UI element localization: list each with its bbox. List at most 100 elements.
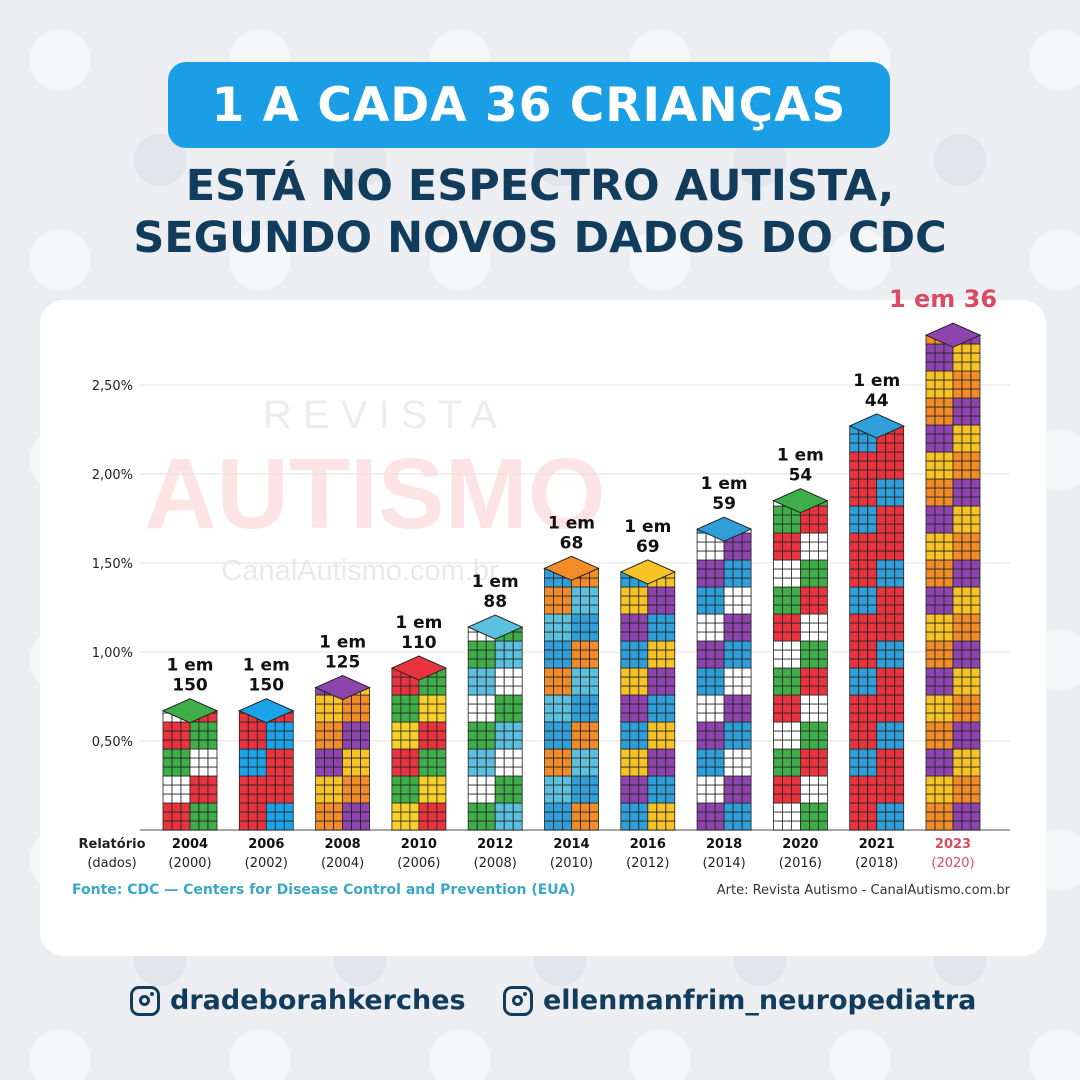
bar-cell <box>562 748 572 759</box>
bar-cell <box>409 784 420 795</box>
bar-cell <box>238 757 249 768</box>
bar <box>848 413 905 831</box>
bar-cell <box>418 766 429 777</box>
bar-cell <box>409 775 420 786</box>
bar-cell <box>970 451 981 462</box>
bar-cell <box>800 775 810 786</box>
bar-cell <box>849 586 860 597</box>
bar-cell <box>809 577 819 588</box>
bar-cell <box>400 694 411 705</box>
bar-cell <box>934 496 945 507</box>
bar-cell <box>198 730 209 741</box>
bar-cell <box>885 739 896 750</box>
bar-cell <box>741 739 752 750</box>
bar-cell <box>867 712 878 723</box>
handle-1[interactable]: dradeborahkerches <box>170 985 466 1016</box>
instagram-icon <box>503 985 533 1016</box>
bar-cell <box>571 631 581 642</box>
bar-cell <box>553 802 563 813</box>
bar-cell <box>885 802 896 813</box>
bar-cell <box>961 577 972 588</box>
bar-cell <box>773 505 783 516</box>
bar-cell <box>943 433 954 444</box>
bar-cell <box>342 721 353 732</box>
bar-cell <box>809 622 819 633</box>
bar-cell <box>952 505 963 516</box>
bar-cell <box>876 505 887 516</box>
bar-cell <box>894 523 905 534</box>
bar-cell <box>970 505 981 516</box>
bar-cell <box>580 793 590 804</box>
bar-cell <box>867 559 878 570</box>
bar-cell <box>544 649 554 660</box>
bar-cell <box>925 631 936 642</box>
bar-cell <box>943 820 954 831</box>
bar-cell <box>876 541 887 552</box>
bar-cell <box>274 766 285 777</box>
bar-cell <box>207 721 218 732</box>
ratio-prefix: 1 em <box>624 517 671 537</box>
bar-cell <box>934 442 945 453</box>
bar-cell <box>858 685 869 696</box>
bar-cell <box>512 802 523 813</box>
bar-cell <box>427 694 438 705</box>
bar-cell <box>256 766 267 777</box>
bar-cell <box>961 559 972 570</box>
bar-cell <box>580 766 590 777</box>
bar-cell <box>961 541 972 552</box>
bar-cell <box>283 784 294 795</box>
bar-cell <box>512 631 523 642</box>
bar-cell <box>773 532 783 543</box>
bar-cell <box>952 631 963 642</box>
bar-cell <box>894 478 905 489</box>
bar-cell <box>696 577 707 588</box>
bar-cell <box>961 586 972 597</box>
bar-cell <box>849 559 860 570</box>
bar-cell <box>512 694 523 705</box>
bar-cell <box>741 676 752 687</box>
bar-cell <box>647 622 658 633</box>
bar-cell <box>467 631 478 642</box>
bar-cell <box>970 433 981 444</box>
bar-cell <box>970 640 981 651</box>
bar-cell <box>809 631 819 642</box>
data-year-label: (2016) <box>779 856 822 871</box>
bar-cell <box>934 568 945 579</box>
bar-cell <box>436 784 447 795</box>
bar-cell <box>494 721 505 732</box>
bar-cell <box>360 712 371 723</box>
bar-cell <box>858 640 869 651</box>
bar-cell <box>961 730 972 741</box>
bar-cell <box>961 469 972 480</box>
bar-cell <box>894 775 905 786</box>
bar-cell <box>391 802 402 813</box>
bar-cell <box>876 514 887 525</box>
footer-handle-1[interactable]: dradeborahkerches <box>130 985 466 1016</box>
bar-cell <box>342 757 353 768</box>
footer-handle-2[interactable]: ellenmanfrim_neuropediatra <box>503 985 976 1016</box>
bar-cell <box>589 694 599 705</box>
handle-2[interactable]: ellenmanfrim_neuropediatra <box>543 985 977 1016</box>
bar-cell <box>782 667 792 678</box>
bar-cell <box>485 739 496 750</box>
bar-cell <box>723 757 734 768</box>
bar-cell <box>943 568 954 579</box>
bar-cell <box>580 820 590 831</box>
bar-cell <box>189 793 200 804</box>
bar-cell <box>665 703 676 714</box>
bar-cell <box>970 694 981 705</box>
bar-cell <box>952 406 963 417</box>
bar-cell <box>315 721 326 732</box>
bar-cell <box>782 820 792 831</box>
bar-cell <box>925 514 936 525</box>
bar-cell <box>656 631 667 642</box>
bar-cell <box>741 694 752 705</box>
ratio-value: 54 <box>789 466 813 486</box>
bar-cell <box>409 811 420 822</box>
bar-cell <box>665 640 676 651</box>
bar-cell <box>571 820 581 831</box>
bar-cell <box>818 802 828 813</box>
bar-cell <box>553 739 563 750</box>
watermark: R E V I S T A AUTISMO CanalAutismo.com.b… <box>144 393 605 587</box>
bar-cell <box>409 694 420 705</box>
